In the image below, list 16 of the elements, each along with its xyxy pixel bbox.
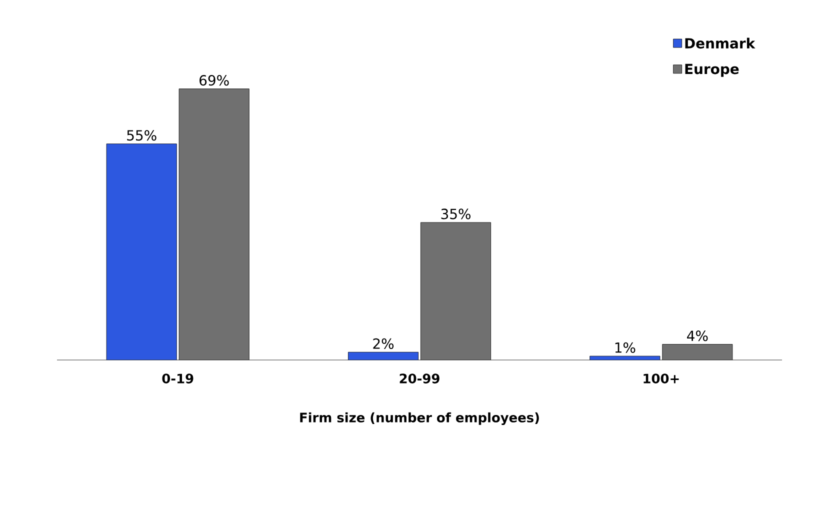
bar <box>179 88 250 360</box>
x-axis-title: Firm size (number of employees) <box>300 412 539 426</box>
legend-label: Europe <box>685 64 739 77</box>
x-tick-label: 20-99 <box>400 374 440 384</box>
data-label: 35% <box>441 208 470 220</box>
data-label: 4% <box>687 330 708 342</box>
data-label: 69% <box>200 75 229 86</box>
legend-label: Denmark <box>685 38 756 49</box>
bar <box>106 144 177 360</box>
data-label: 1% <box>615 342 636 353</box>
bar <box>662 344 733 360</box>
data-label: 55% <box>127 130 156 141</box>
x-tick-label: 100+ <box>644 374 679 384</box>
data-label: 2% <box>373 338 394 349</box>
x-tick-label: 0-19 <box>162 374 194 384</box>
bar <box>420 222 491 360</box>
